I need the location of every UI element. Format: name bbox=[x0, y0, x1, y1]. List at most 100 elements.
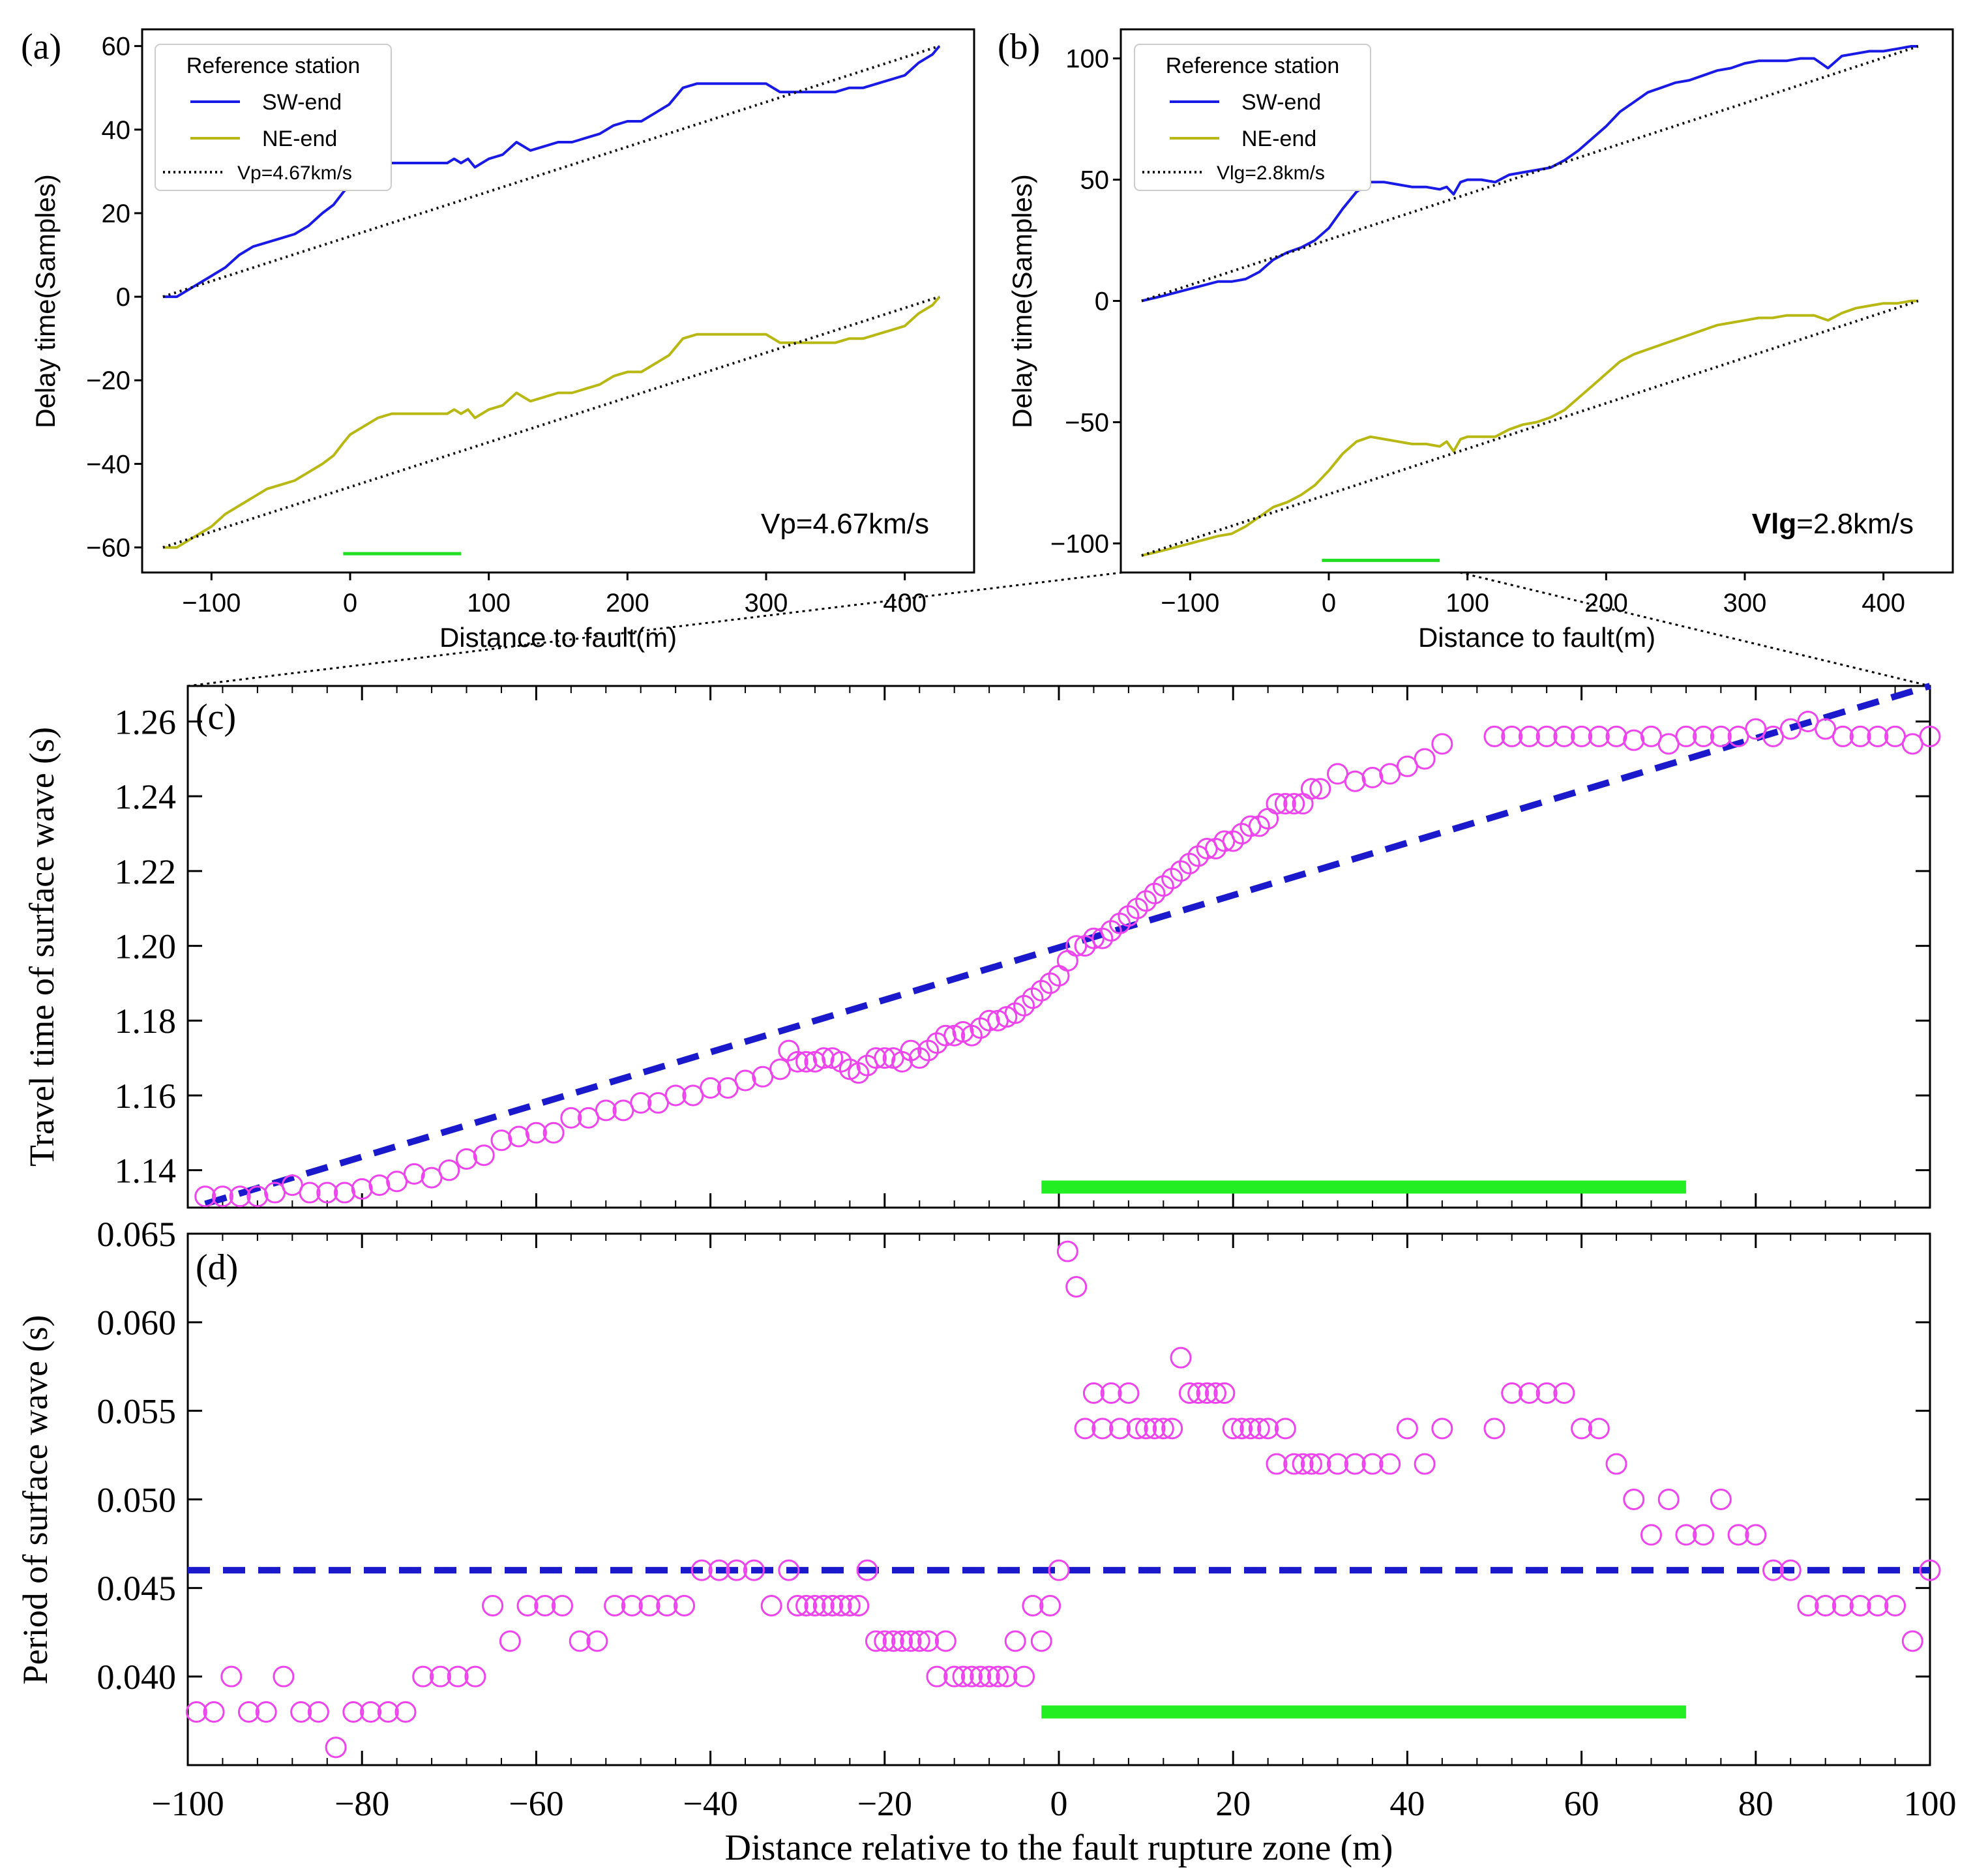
data-point bbox=[1344, 770, 1366, 792]
data-point bbox=[865, 1047, 887, 1069]
data-point bbox=[726, 1559, 748, 1581]
y-tick-label: 1.18 bbox=[115, 1002, 177, 1041]
data-point bbox=[307, 1701, 329, 1723]
data-point bbox=[1126, 897, 1148, 919]
panel-b-ylabel: Delay time(Samples) bbox=[1007, 174, 1037, 428]
data-point bbox=[1779, 1559, 1802, 1581]
data-point bbox=[1762, 1559, 1785, 1581]
data-point bbox=[604, 1595, 626, 1616]
data-point bbox=[542, 1122, 565, 1144]
series-ne-end-line bbox=[1141, 299, 1918, 557]
data-point bbox=[1414, 748, 1436, 770]
data-point bbox=[1039, 972, 1061, 994]
data-point bbox=[621, 1595, 643, 1616]
data-point bbox=[900, 1630, 922, 1652]
data-point bbox=[1832, 725, 1854, 747]
x-tick-label: 80 bbox=[1738, 1784, 1773, 1823]
data-point bbox=[970, 1665, 992, 1688]
x-tick-label: 200 bbox=[1584, 589, 1628, 617]
data-point bbox=[273, 1665, 295, 1688]
x-tick-label: −100 bbox=[1161, 589, 1219, 617]
panel-c: (c) 1.14 1.16 1.18 1.20 1.22 1.24 1.26 Travel … bbox=[22, 683, 1941, 1209]
data-point bbox=[926, 1665, 948, 1688]
data-point bbox=[812, 1595, 835, 1616]
data-point bbox=[1118, 1382, 1140, 1404]
x-tick-label: −60 bbox=[509, 1784, 563, 1823]
data-point bbox=[1901, 1630, 1923, 1652]
panel-b-legend-fit-label: Vlg=2.8km/s bbox=[1217, 162, 1325, 184]
data-point bbox=[551, 1595, 573, 1616]
data-point bbox=[1919, 1559, 1941, 1581]
panel-b-marks bbox=[1141, 45, 1919, 562]
data-point bbox=[1126, 1418, 1148, 1440]
data-point bbox=[795, 1595, 818, 1616]
panel-b-annotation-bold: Vlg bbox=[1752, 508, 1796, 540]
data-point bbox=[1640, 1524, 1662, 1546]
zoom-connector-left bbox=[187, 571, 1123, 687]
data-point bbox=[447, 1665, 469, 1688]
data-point bbox=[1431, 733, 1453, 755]
data-point bbox=[1257, 1418, 1279, 1440]
data-point bbox=[525, 1122, 547, 1144]
data-point bbox=[1196, 1382, 1218, 1404]
data-point bbox=[482, 1595, 504, 1616]
data-point bbox=[1004, 1630, 1026, 1652]
data-point bbox=[1727, 1524, 1749, 1546]
data-point bbox=[934, 1630, 957, 1652]
panel-b-ticks: −100 0 100 200 300 400 −100 −50 0 50 100 bbox=[1050, 45, 1905, 617]
data-point bbox=[856, 1559, 878, 1581]
x-tick-label: 20 bbox=[1215, 1784, 1251, 1823]
y-tick-label: 0.055 bbox=[97, 1392, 177, 1431]
panel-b-xlabel: Distance to fault(m) bbox=[1418, 622, 1655, 653]
data-point bbox=[1091, 1418, 1114, 1440]
data-point bbox=[996, 1665, 1018, 1688]
data-point bbox=[1605, 1453, 1627, 1475]
y-tick-label: 0.040 bbox=[97, 1658, 177, 1697]
data-point bbox=[1109, 1418, 1131, 1440]
data-point bbox=[795, 1050, 818, 1073]
data-point bbox=[516, 1595, 539, 1616]
data-point bbox=[1483, 725, 1506, 747]
data-point bbox=[1266, 793, 1288, 815]
data-point bbox=[1300, 778, 1322, 800]
y-tick-label: 1.14 bbox=[115, 1152, 177, 1191]
x-tick-label: 100 bbox=[1446, 589, 1489, 617]
data-point bbox=[1039, 1595, 1061, 1616]
data-point bbox=[1867, 1595, 1889, 1616]
data-point bbox=[342, 1701, 364, 1723]
data-point bbox=[246, 1185, 269, 1208]
panel-b-legend-title: Reference station bbox=[1166, 53, 1340, 78]
data-point bbox=[508, 1125, 530, 1148]
data-point bbox=[1300, 1453, 1322, 1475]
y-tick-label: 60 bbox=[102, 33, 131, 61]
data-point bbox=[238, 1701, 260, 1723]
data-point bbox=[1361, 767, 1384, 789]
data-point bbox=[194, 1185, 216, 1208]
data-point bbox=[1178, 1382, 1200, 1404]
data-point bbox=[1501, 1382, 1523, 1404]
data-point bbox=[1082, 1382, 1105, 1404]
data-point bbox=[456, 1148, 478, 1170]
data-point bbox=[1588, 1418, 1610, 1440]
data-point bbox=[534, 1595, 556, 1616]
x-tick-label: 0 bbox=[1322, 589, 1336, 617]
data-point bbox=[1518, 725, 1540, 747]
data-point bbox=[1553, 1382, 1575, 1404]
data-point bbox=[1588, 725, 1610, 747]
x-tick-label: −40 bbox=[683, 1784, 737, 1823]
data-point bbox=[1797, 1595, 1819, 1616]
data-point bbox=[917, 1630, 940, 1652]
data-point bbox=[255, 1701, 277, 1723]
y-tick-label: 1.16 bbox=[115, 1077, 177, 1116]
data-point bbox=[1222, 1418, 1244, 1440]
data-point bbox=[1056, 950, 1078, 972]
panel-d-label: (d) bbox=[196, 1247, 238, 1288]
data-point bbox=[743, 1559, 765, 1581]
data-point bbox=[1344, 1453, 1366, 1475]
y-tick-label: 0.050 bbox=[97, 1480, 177, 1519]
data-point bbox=[1396, 1418, 1418, 1440]
data-point bbox=[708, 1559, 730, 1581]
data-point bbox=[1248, 815, 1270, 837]
data-point bbox=[290, 1701, 312, 1723]
data-point bbox=[595, 1099, 617, 1122]
